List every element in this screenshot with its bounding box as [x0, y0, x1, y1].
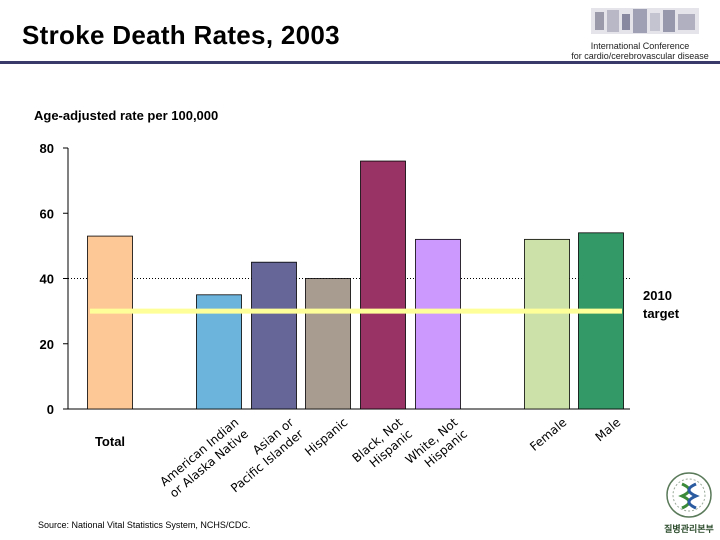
bar — [305, 278, 351, 410]
conference-caption: International Conference for cardio/cere… — [560, 41, 720, 61]
seal-caption: 질병관리본부 — [664, 523, 714, 535]
bar — [360, 160, 406, 410]
kcdc-seal-icon: 질병관리본부 — [664, 472, 714, 535]
title-divider — [0, 61, 720, 64]
conference-line-1: International Conference — [590, 41, 690, 51]
y-axis-label: Age-adjusted rate per 100,000 — [34, 108, 219, 123]
y-tick-label: 40 — [40, 272, 54, 287]
category-label: Hispanic — [302, 415, 350, 459]
page-title: Stroke Death Rates, 2003 — [22, 20, 340, 50]
source-note: Source: National Vital Statistics System… — [38, 520, 251, 530]
category-label: Female — [527, 415, 569, 454]
category-label: Male — [593, 415, 624, 444]
bar — [415, 238, 461, 410]
category-label: White, NotHispanic — [403, 415, 471, 478]
bar — [524, 238, 570, 410]
conference-line-2: for cardio/cerebrovascular disease — [571, 51, 709, 61]
bar — [87, 235, 133, 410]
category-label: Black, NotHispanic — [350, 415, 416, 477]
y-tick-label: 20 — [40, 337, 54, 352]
conference-logo-icon — [585, 4, 705, 38]
y-tick-label: 60 — [40, 206, 54, 221]
y-tick-label: 80 — [40, 141, 54, 156]
bar — [196, 294, 242, 410]
bar — [578, 232, 624, 410]
bar — [251, 261, 297, 410]
target-label: 2010 target — [643, 288, 680, 321]
y-tick-label: 0 — [47, 402, 54, 417]
category-label: Total — [95, 434, 125, 449]
